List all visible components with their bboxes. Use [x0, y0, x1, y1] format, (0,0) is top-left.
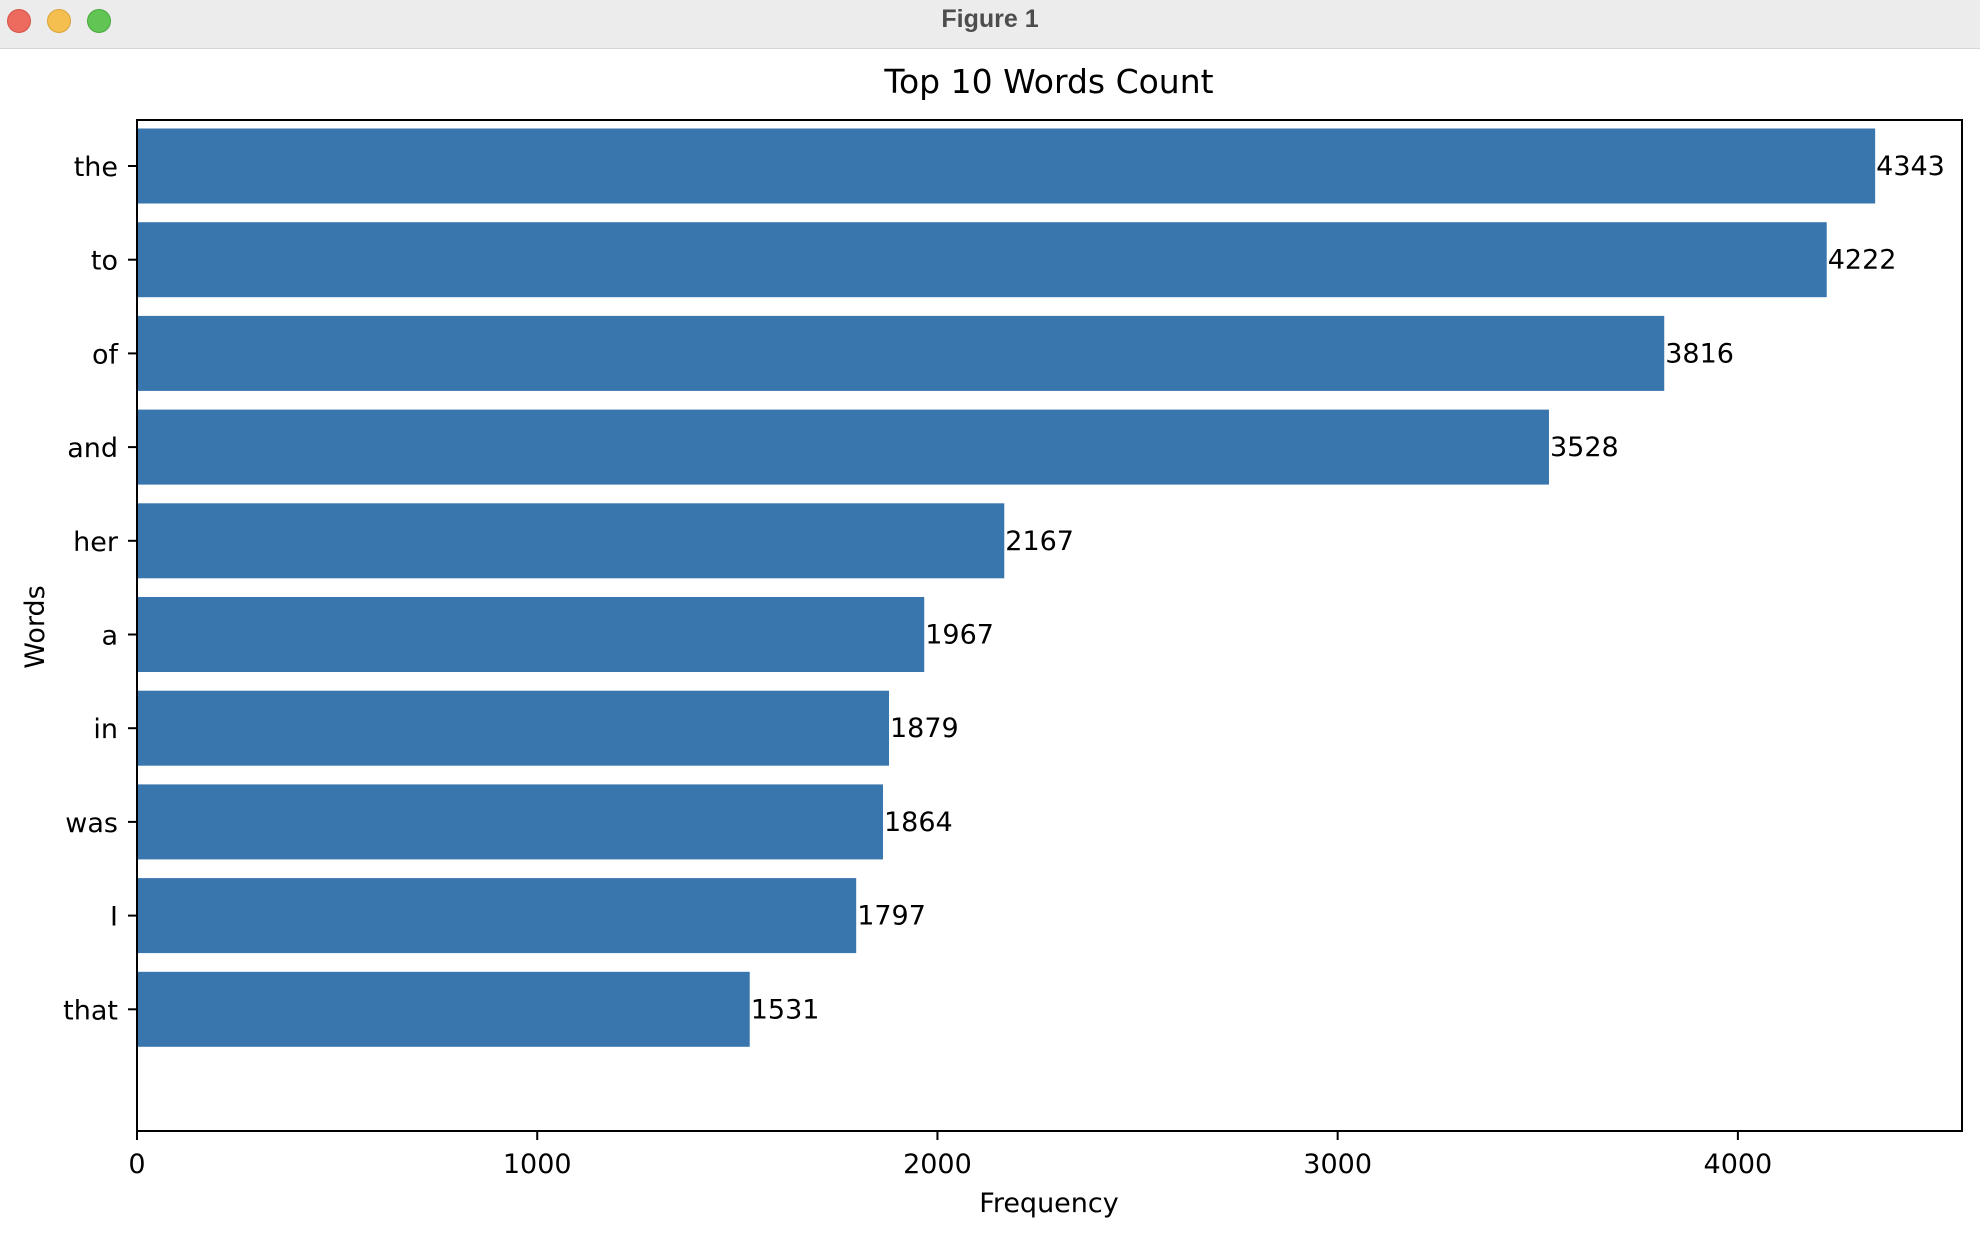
bar-in: [137, 690, 890, 766]
x-tick-label-3000: 3000: [1303, 1149, 1372, 1180]
bar-of: [137, 315, 1665, 391]
x-ticks-layer: 0 1000 2000 3000 4000: [128, 1131, 1772, 1180]
value-labels-layer: 4343 4222 3816 3528 2167 1967 1879 1864 1797 1531: [751, 151, 1945, 1025]
chart-title: Top 10 Words Count: [883, 62, 1213, 101]
x-tick-label-2000: 2000: [903, 1149, 972, 1180]
bars-layer: [137, 128, 1876, 1047]
bar-that: [137, 971, 750, 1047]
y-tick-label-I: I: [110, 902, 118, 933]
figure-canvas: Top 10 Words Count Frequency Words 4343 4…: [0, 49, 1980, 1240]
maximize-window-button[interactable]: [87, 9, 111, 33]
plot-frame: [136, 119, 1963, 1132]
value-label-to: 4222: [1828, 245, 1897, 276]
bar-a: [137, 597, 925, 672]
y-tick-label-was: was: [65, 808, 118, 839]
y-tick-label-the: the: [74, 152, 118, 183]
value-label-was: 1864: [884, 807, 953, 838]
y-tick-label-to: to: [91, 246, 118, 277]
bar-to: [137, 222, 1827, 298]
bar-and: [137, 409, 1549, 485]
value-label-and: 3528: [1550, 432, 1619, 463]
value-label-a: 1967: [925, 620, 994, 651]
y-axis-label: Words: [20, 585, 51, 668]
window-title: Figure 1: [941, 5, 1039, 33]
y-tick-label-a: a: [101, 621, 118, 652]
close-window-button[interactable]: [7, 9, 31, 33]
value-label-her: 2167: [1005, 526, 1074, 557]
x-tick-label-1000: 1000: [503, 1149, 572, 1180]
bar-the: [137, 128, 1876, 204]
y-tick-label-her: her: [73, 527, 119, 558]
y-tick-label-that: that: [63, 995, 118, 1026]
value-label-in: 1879: [890, 713, 959, 744]
bar-was: [137, 784, 884, 860]
y-tick-label-in: in: [93, 714, 118, 745]
bar-chart: Top 10 Words Count Frequency Words 43434…: [20, 62, 1963, 1219]
bar-I: [137, 878, 857, 954]
value-label-that: 1531: [751, 994, 820, 1025]
y-tick-label-and: and: [67, 433, 118, 464]
title-bar[interactable]: Figure 1: [0, 0, 1980, 49]
x-tick-label-0: 0: [128, 1149, 145, 1180]
y-tick-label-of: of: [92, 339, 120, 370]
x-axis-label: Frequency: [979, 1188, 1119, 1219]
value-label-the: 4343: [1876, 151, 1945, 182]
value-label-of: 3816: [1665, 338, 1734, 369]
bar-her: [137, 503, 1005, 579]
x-tick-label-4000: 4000: [1704, 1149, 1773, 1180]
value-label-I: 1797: [857, 901, 926, 932]
minimize-window-button[interactable]: [47, 9, 71, 33]
